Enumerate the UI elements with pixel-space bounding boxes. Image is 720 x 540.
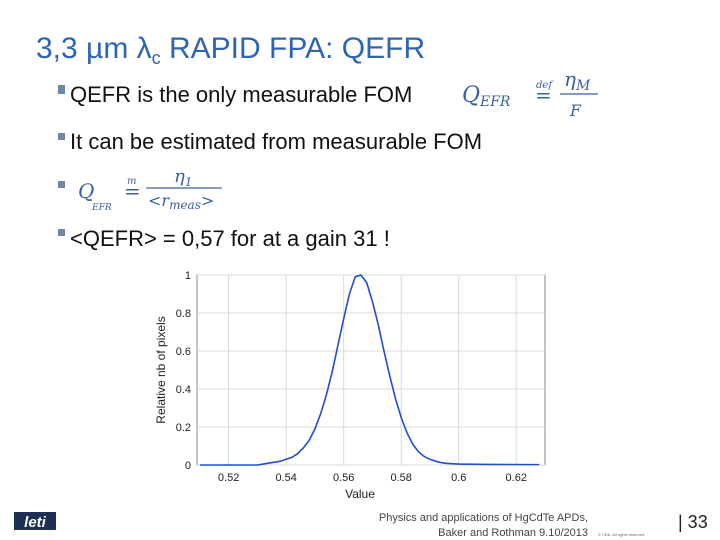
bullet-markers bbox=[58, 85, 65, 236]
page-number: | 33 bbox=[678, 512, 708, 532]
y-tick-label: 1 bbox=[185, 270, 191, 282]
x-tick-label: 0.62 bbox=[506, 472, 527, 484]
y-tick-label: 0 bbox=[185, 460, 191, 472]
formula-relation-note: def bbox=[536, 80, 554, 91]
formula-subscript: EFR bbox=[479, 94, 511, 110]
x-tick-label: 0.52 bbox=[218, 472, 239, 484]
footer-text: Physics and applications of HgCdTe APDs, bbox=[379, 512, 588, 524]
title-rest: RAPID FPA: QEFR bbox=[161, 32, 425, 65]
formula-relation: = bbox=[535, 83, 552, 107]
y-tick-label: 0.8 bbox=[176, 308, 191, 320]
bullet-marker bbox=[58, 133, 65, 140]
x-tick-label: 0.6 bbox=[451, 472, 466, 484]
formula-denominator: F bbox=[569, 101, 582, 120]
formula-subscript: EFR bbox=[91, 203, 112, 213]
numerator-sub: 1 bbox=[185, 175, 193, 189]
y-tick-label: 0.2 bbox=[176, 422, 191, 434]
numerator: η bbox=[564, 67, 576, 91]
title-main: 3,3 µm λ bbox=[36, 32, 152, 65]
y-tick-label: 0.6 bbox=[176, 346, 191, 358]
data-line bbox=[199, 274, 540, 466]
bullet-marker bbox=[58, 229, 65, 236]
y-tick-label: 0.4 bbox=[176, 384, 191, 396]
logo: leti bbox=[24, 514, 47, 531]
formula-relation-note: m bbox=[127, 176, 136, 187]
formula-symbol: Q bbox=[78, 179, 94, 203]
title-sub: c bbox=[152, 48, 161, 68]
denominator: <r bbox=[148, 191, 170, 210]
x-tick-label: 0.54 bbox=[275, 472, 296, 484]
footer-text: Baker and Rothman 9.10/2013 bbox=[438, 527, 588, 539]
x-axis-label: Value bbox=[345, 487, 375, 501]
formula-denominator: <rmeas> bbox=[148, 191, 214, 212]
y-axis-label: Relative nb of pixels bbox=[154, 316, 168, 423]
numerator: η bbox=[174, 166, 185, 187]
bullet-text: It can be estimated from measurable FOM bbox=[70, 129, 482, 154]
formula-symbol: Q bbox=[462, 83, 480, 108]
formula-relation: = bbox=[124, 179, 141, 203]
denominator-sub: meas bbox=[169, 198, 201, 212]
denominator-end: > bbox=[201, 191, 214, 210]
x-tick-label: 0.56 bbox=[333, 472, 354, 484]
bullet-text: QEFR is the only measurable FOM bbox=[70, 82, 412, 107]
x-tick-label: 0.58 bbox=[390, 472, 411, 484]
bullet-marker bbox=[58, 181, 65, 188]
formula-numerator: η1 bbox=[174, 166, 192, 189]
bullet-marker bbox=[58, 85, 65, 94]
chart: Value Relative nb of pixels 0 0.2 0.4 0.6 0.… bbox=[154, 270, 546, 501]
logo-box bbox=[14, 512, 56, 530]
bullet-text: <QEFR> = 0,57 for at a gain 31 ! bbox=[70, 226, 390, 251]
numerator-sub: M bbox=[575, 78, 591, 94]
copyright: © CEA. All rights reserved bbox=[598, 532, 644, 537]
slide-title: 3,3 µm λc RAPID FPA: QEFR bbox=[36, 32, 425, 68]
formula-numerator: ηM bbox=[564, 67, 591, 94]
